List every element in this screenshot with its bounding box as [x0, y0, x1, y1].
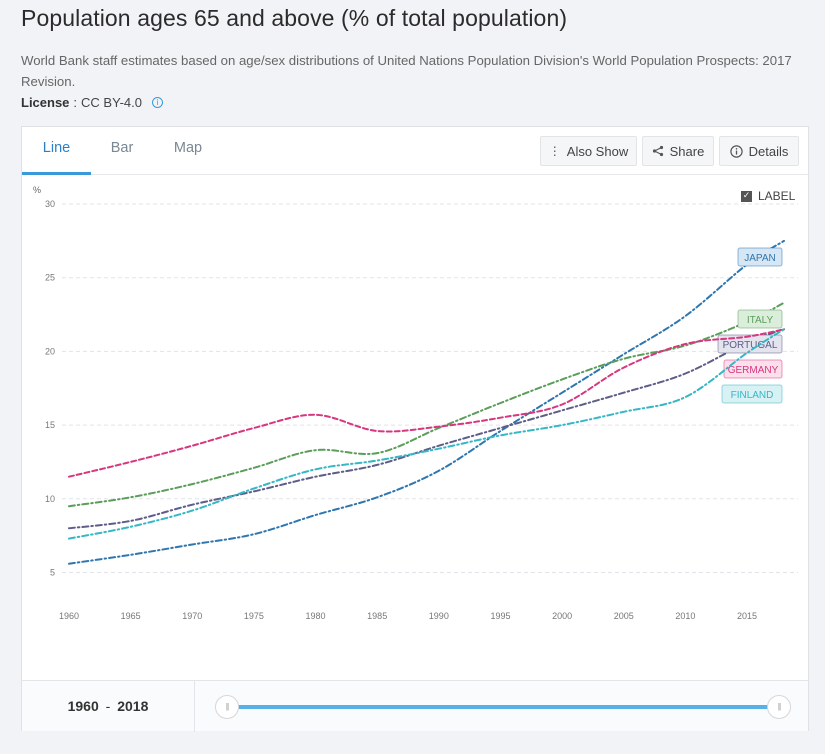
- share-button[interactable]: Share: [642, 136, 714, 166]
- range-end-handle[interactable]: |||: [767, 695, 791, 719]
- license-value: CC BY-4.0: [81, 95, 142, 110]
- page-title: Population ages 65 and above (% of total…: [21, 5, 568, 31]
- range-start-handle[interactable]: |||: [215, 695, 239, 719]
- license-label: License: [21, 95, 70, 110]
- share-label: Share: [669, 143, 705, 159]
- y-tick-label: 30: [45, 199, 55, 209]
- x-tick-label: 1980: [306, 611, 326, 621]
- range-start: 1960: [67, 698, 99, 714]
- series-line-japan: [68, 239, 785, 565]
- series-label-portugal: PORTUGAL: [723, 340, 778, 351]
- info-icon[interactable]: i: [151, 97, 163, 108]
- y-tick-label: 20: [45, 346, 55, 356]
- x-tick-label: 1995: [490, 611, 510, 621]
- also-show-label: Also Show: [566, 143, 629, 159]
- series-label-japan: JAPAN: [744, 253, 776, 264]
- chart-card: Line Bar Map ⋮ Also Show Share Details: [21, 126, 809, 732]
- x-tick-label: 1975: [244, 611, 264, 621]
- series-label-box: [737, 309, 783, 329]
- share-icon: [652, 145, 663, 157]
- label-checkbox[interactable]: ✓: [741, 190, 752, 202]
- details-label: Details: [748, 143, 789, 159]
- tab-map[interactable]: Map: [173, 140, 203, 156]
- x-tick-label: 2010: [675, 611, 695, 621]
- x-tick-label: 1965: [121, 611, 141, 621]
- y-axis-unit: %: [33, 185, 41, 195]
- series-line-italy: [68, 301, 785, 508]
- source-note: World Bank staff estimates based on age/…: [21, 53, 792, 89]
- line-chart: % 5 10 15 20 25 30 1960 1965 1970 1975 1980 1985 1990…: [33, 185, 798, 621]
- series-label-box: [721, 384, 783, 404]
- label-toggle-text: LABEL: [758, 189, 796, 203]
- x-tick-label: 1990: [429, 611, 449, 621]
- y-tick-label: 10: [45, 494, 55, 504]
- tab-line[interactable]: Line: [22, 127, 91, 175]
- x-tick-label: 2005: [614, 611, 634, 621]
- x-tick-label: 2015: [737, 611, 757, 621]
- x-tick-label: 2000: [552, 611, 572, 621]
- series-label-italy: ITALY: [747, 315, 774, 326]
- y-tick-label: 15: [45, 420, 55, 430]
- x-tick-label: 1970: [182, 611, 202, 621]
- tab-bar[interactable]: Bar: [110, 140, 134, 156]
- series-label-finland: FINLAND: [731, 390, 774, 401]
- view-tabs: Line Bar Map ⋮ Also Show Share Details: [22, 127, 808, 175]
- y-tick-label: 5: [50, 568, 55, 578]
- year-range: 1960 - 2018: [22, 681, 195, 732]
- range-slider-track[interactable]: [227, 705, 780, 709]
- y-tick-label: 25: [45, 273, 55, 283]
- more-vertical-icon: ⋮: [548, 144, 561, 158]
- license-separator: :: [73, 95, 78, 110]
- range-footer: 1960 - 2018 ||| |||: [22, 680, 808, 732]
- series-line-germany: [68, 328, 785, 478]
- series-label-germany: GERMANY: [728, 365, 779, 376]
- also-show-button[interactable]: ⋮ Also Show: [540, 136, 637, 166]
- label-toggle[interactable]: ✓ LABEL: [741, 189, 795, 203]
- series-line-finland: [68, 328, 785, 540]
- series-line-portugal: [68, 328, 785, 530]
- license-line: License : CC BY-4.0 i: [21, 95, 163, 110]
- range-separator: -: [105, 698, 111, 714]
- series-label-box: [737, 247, 783, 267]
- info-circle-icon: [729, 144, 743, 158]
- details-button[interactable]: Details: [719, 136, 799, 166]
- series-label-box: [723, 359, 783, 379]
- x-tick-label: 1960: [59, 611, 79, 621]
- range-end: 2018: [117, 698, 149, 714]
- x-tick-label: 1985: [367, 611, 387, 621]
